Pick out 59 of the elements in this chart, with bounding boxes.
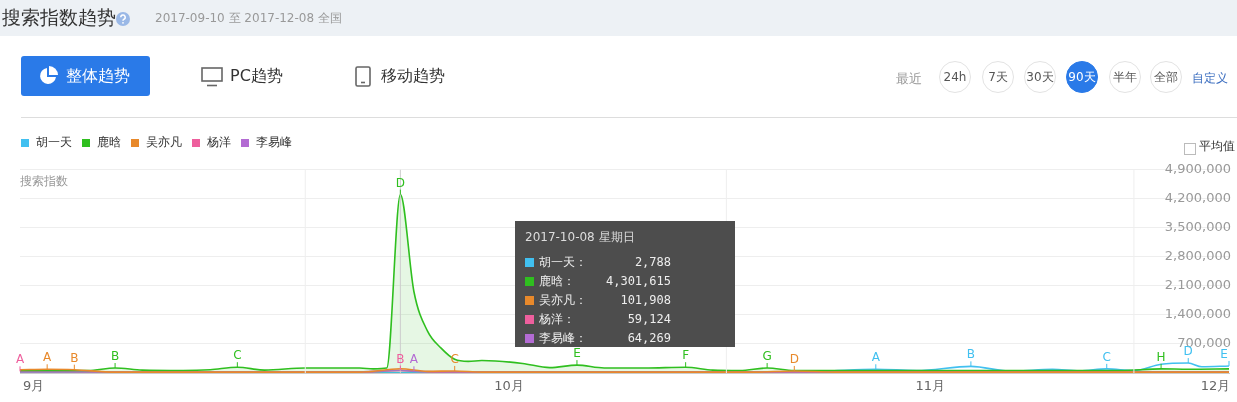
y-tick-label: 2,800,000 [1164, 248, 1231, 264]
legend-label: 鹿晗 [97, 134, 121, 151]
text: 整体趋势 [66, 66, 130, 87]
y-tick-label: 4,200,000 [1164, 190, 1231, 206]
x-tick-label: 10月 [494, 378, 524, 394]
text: 全部 [1150, 61, 1182, 93]
annotation: A [409, 352, 419, 367]
legend-label: 杨洋 [207, 134, 231, 151]
x-tick-label: 12月 [1200, 378, 1231, 394]
annotation: A [43, 350, 53, 365]
y-tick-label: 4,900,000 [1164, 161, 1231, 177]
annotation: 李易峰： [539, 329, 587, 347]
text: 90天 [1066, 61, 1098, 93]
annotation: A [15, 352, 25, 367]
y-tick-label: 1,400,000 [1164, 306, 1231, 322]
annotation: C [233, 348, 242, 363]
annotation: 2,788 [633, 255, 671, 269]
legend-label: 胡一天 [36, 134, 72, 151]
text: 半年 [1109, 61, 1141, 93]
text: 自定义 [1192, 70, 1228, 87]
text: 移动趋势 [381, 66, 445, 87]
annotation: 胡一天： [539, 253, 587, 271]
annotation: 鹿晗： [539, 272, 575, 290]
annotation: D [395, 175, 405, 190]
annotation: 59,124 [626, 312, 671, 326]
annotation: H [1156, 349, 1166, 364]
chart-subtitle: 2017-09-10 至 2017-12-08 [155, 10, 315, 27]
legend-label: 李易峰 [256, 134, 292, 151]
y-tick-label: 2,100,000 [1164, 277, 1231, 293]
text: 平均值 [1199, 138, 1235, 155]
annotation: 吴亦凡： [539, 291, 587, 309]
annotation: A [871, 350, 881, 365]
annotation: D [789, 352, 799, 367]
annotation: 4,301,615 [604, 274, 671, 288]
chart-title: 搜索指数趋势 [2, 5, 116, 30]
annotation: G [762, 349, 772, 364]
annotation: 2017-10-08 星期日 [525, 229, 635, 246]
legend-label: 吴亦凡 [146, 134, 182, 151]
annotation: B [966, 347, 976, 362]
text: 24h [939, 61, 971, 93]
annotation: F [682, 348, 690, 363]
y-tick-label: 3,500,000 [1164, 219, 1231, 235]
text: 最近 [896, 70, 922, 88]
annotation: 101,908 [619, 293, 671, 307]
x-tick-label: 11月 [915, 378, 945, 394]
y-axis-title: 搜索指数 [20, 173, 68, 188]
annotation: E [573, 346, 581, 361]
annotation: B [396, 351, 405, 366]
text: 7天 [982, 61, 1014, 93]
x-tick-label: 9月 [22, 378, 45, 394]
annotation: E [1220, 347, 1228, 362]
text: 全国 [318, 10, 342, 27]
annotation: C [1102, 349, 1111, 364]
annotation: B [70, 350, 79, 365]
annotation: 杨洋： [539, 310, 575, 328]
text: 30天 [1024, 61, 1056, 93]
annotation: B [110, 349, 120, 364]
text: PC趋势 [230, 66, 283, 87]
annotation: 64,269 [626, 331, 671, 345]
